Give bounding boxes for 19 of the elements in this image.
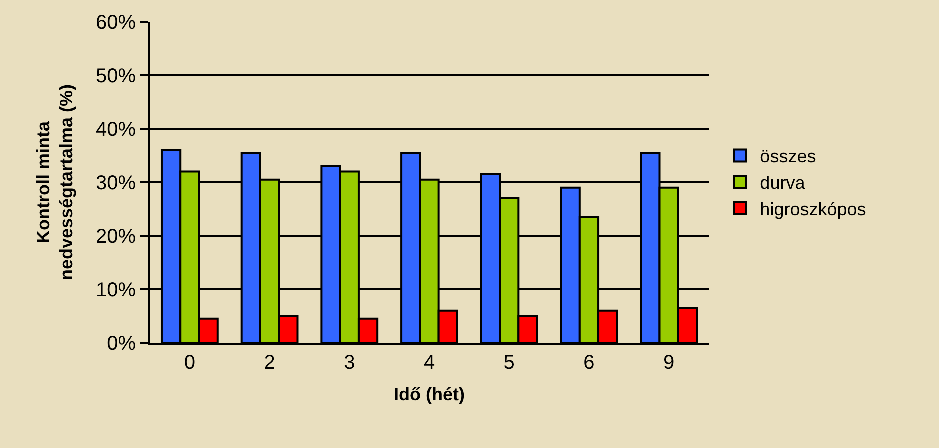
x-tick-label: 4 xyxy=(424,352,436,374)
legend-label: higroszkópos xyxy=(760,200,866,220)
y-tick-label: 60% xyxy=(96,12,136,34)
legend-label: durva xyxy=(760,173,806,194)
y-axis-title: Kontroll minta nedvességtartalma (%) xyxy=(33,84,77,281)
y-tick-label: 50% xyxy=(96,66,136,88)
x-tick-label: 6 xyxy=(584,352,595,374)
y-tick-label: 0% xyxy=(107,333,136,355)
y-tick-label: 20% xyxy=(96,226,136,248)
legend-label: összes xyxy=(760,146,816,167)
x-tick-label: 5 xyxy=(504,352,515,374)
y-tick-label: 30% xyxy=(96,172,136,194)
y-tick-label: 10% xyxy=(96,280,136,302)
x-axis-title: Idő (hét) xyxy=(394,384,465,405)
x-tick-label: 2 xyxy=(264,352,276,374)
x-tick-label: 0 xyxy=(184,352,196,374)
x-tick-label: 3 xyxy=(344,352,356,374)
y-tick-label: 40% xyxy=(96,119,136,141)
x-tick-label: 9 xyxy=(664,352,675,374)
